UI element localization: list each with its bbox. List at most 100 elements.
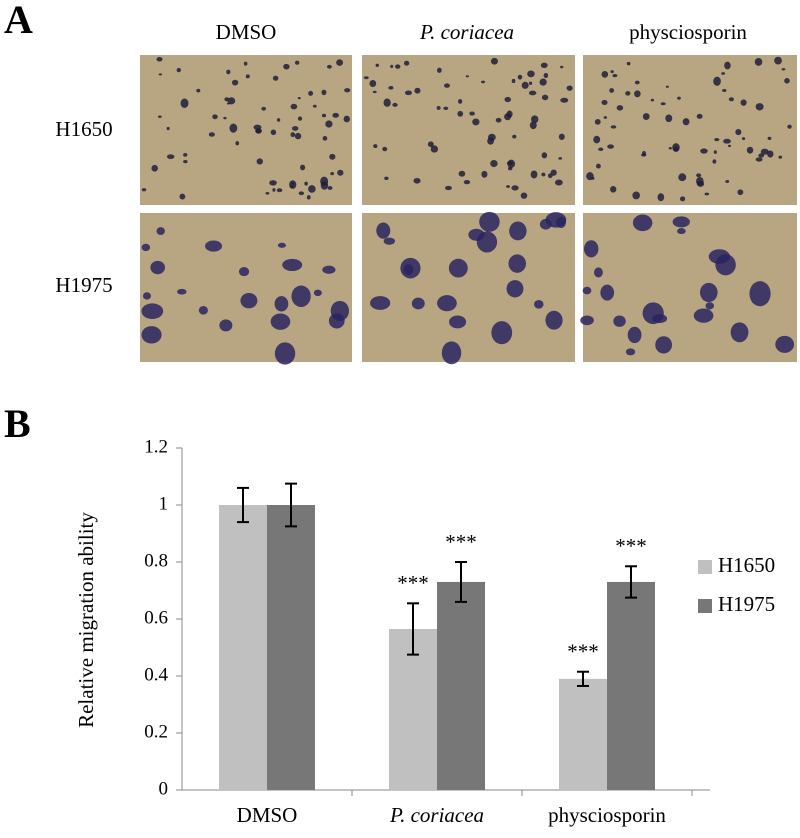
cell (558, 157, 563, 160)
cell (528, 81, 533, 86)
cell (543, 72, 549, 79)
cell (541, 172, 546, 177)
cell (183, 152, 188, 157)
row-label: H1650 (55, 117, 112, 141)
y-tick-label: 0 (159, 778, 169, 799)
cell (598, 147, 604, 151)
cell (321, 113, 327, 118)
cell (528, 90, 537, 96)
column-label: physciosporin (629, 20, 747, 44)
legend-swatch (698, 560, 712, 574)
cell (235, 141, 240, 146)
cell (677, 96, 681, 100)
cell (414, 87, 421, 94)
cell (322, 136, 328, 141)
cell (403, 60, 410, 66)
cell (668, 146, 672, 150)
micrograph (362, 213, 575, 362)
legend-label: H1975 (718, 592, 775, 616)
cell (508, 254, 527, 273)
cell (481, 170, 488, 178)
cell (337, 169, 344, 176)
cell (642, 113, 650, 120)
cell (427, 141, 434, 148)
cell (156, 227, 165, 236)
cell (582, 286, 592, 295)
cell (540, 62, 548, 69)
bar (267, 505, 315, 790)
cell (276, 118, 281, 122)
cell (179, 193, 186, 200)
cell (521, 81, 529, 89)
cell (737, 189, 744, 196)
panel-label: B (4, 401, 31, 446)
cell (660, 102, 666, 106)
cell (436, 105, 441, 110)
cell (490, 57, 498, 65)
cell (444, 83, 450, 88)
cell (512, 134, 517, 139)
cell (533, 299, 544, 309)
cell (224, 97, 230, 102)
cell (724, 61, 731, 70)
cell (304, 181, 308, 186)
cell (511, 185, 519, 191)
cell (297, 96, 301, 100)
cell (479, 211, 500, 232)
cell (506, 280, 524, 298)
cell (626, 61, 631, 66)
cell (722, 88, 727, 92)
cell (327, 186, 333, 190)
cell (142, 292, 151, 300)
cell (196, 88, 201, 93)
cell (413, 177, 421, 184)
cell (642, 302, 664, 325)
cell (376, 222, 391, 239)
cell (328, 313, 345, 329)
cell (465, 75, 470, 78)
cell (594, 119, 601, 125)
cell (728, 97, 734, 102)
significance: *** (615, 534, 647, 558)
y-tick-label: 0.2 (144, 721, 168, 742)
cell (600, 284, 615, 301)
cell (329, 153, 336, 160)
cell (560, 97, 569, 103)
cell (601, 70, 609, 78)
cell (755, 157, 763, 162)
cell (458, 170, 466, 177)
cell (449, 315, 467, 329)
cell (229, 123, 238, 133)
cell (657, 193, 665, 202)
cell (787, 124, 792, 129)
cell (634, 80, 640, 85)
cell (672, 143, 680, 152)
cell (610, 70, 614, 74)
cell (270, 313, 291, 330)
cell (550, 169, 557, 176)
row-label: H1975 (55, 273, 112, 297)
cell (322, 265, 336, 274)
cell (177, 288, 187, 295)
y-tick-label: 0.8 (144, 550, 168, 571)
cell (506, 185, 510, 188)
cell (527, 70, 535, 78)
y-tick-label: 0.6 (144, 607, 168, 628)
cell (400, 257, 421, 279)
cell (672, 216, 690, 228)
bar (607, 581, 655, 790)
cell (344, 88, 351, 93)
cell (601, 99, 608, 106)
cell (586, 172, 594, 181)
cell (616, 105, 624, 111)
cell (476, 231, 498, 253)
x-tick-label: P. coriacea (389, 803, 484, 827)
legend-swatch (698, 599, 712, 613)
micrograph (140, 55, 352, 205)
micrograph (583, 55, 797, 205)
cell (583, 240, 599, 258)
cell (261, 106, 267, 111)
cell (495, 117, 502, 123)
cell (265, 191, 270, 195)
cell (327, 64, 332, 69)
